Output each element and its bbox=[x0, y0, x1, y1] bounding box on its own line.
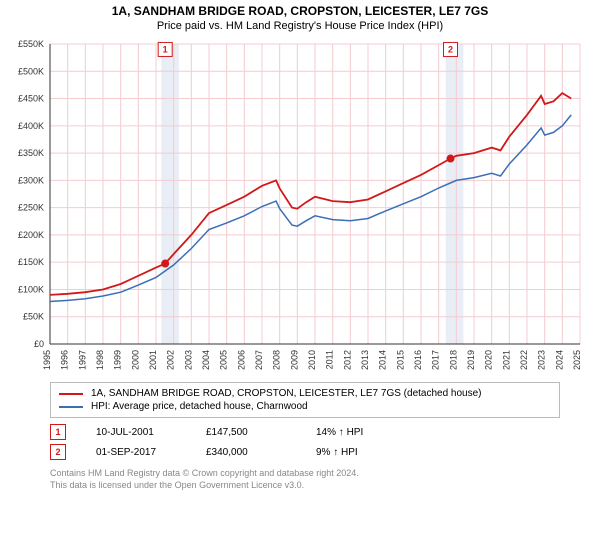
x-tick-label: 2019 bbox=[466, 350, 476, 370]
y-tick-label: £500K bbox=[18, 66, 44, 76]
x-tick-label: 2004 bbox=[201, 350, 211, 370]
price-marker-label: 1 bbox=[163, 44, 168, 54]
legend-swatch bbox=[59, 406, 83, 408]
chart-container: 1A, SANDHAM BRIDGE ROAD, CROPSTON, LEICE… bbox=[0, 0, 600, 560]
x-tick-label: 2024 bbox=[554, 350, 564, 370]
price-marker-label: 2 bbox=[448, 44, 453, 54]
x-tick-label: 2017 bbox=[431, 350, 441, 370]
x-tick-label: 2022 bbox=[519, 350, 529, 370]
x-tick-label: 2006 bbox=[236, 350, 246, 370]
x-tick-label: 2016 bbox=[413, 350, 423, 370]
marker-delta: 14% ↑ HPI bbox=[316, 427, 396, 438]
x-tick-label: 2021 bbox=[501, 350, 511, 370]
legend-label: 1A, SANDHAM BRIDGE ROAD, CROPSTON, LEICE… bbox=[91, 388, 482, 399]
legend-swatch bbox=[59, 393, 83, 395]
x-tick-label: 2009 bbox=[289, 350, 299, 370]
x-tick-label: 1995 bbox=[42, 350, 52, 370]
x-tick-label: 2012 bbox=[342, 350, 352, 370]
x-tick-label: 2008 bbox=[272, 350, 282, 370]
marker-table-row: 2 01-SEP-2017 £340,000 9% ↑ HPI bbox=[50, 442, 560, 462]
y-tick-label: £150K bbox=[18, 257, 44, 267]
x-tick-label: 2020 bbox=[484, 350, 494, 370]
x-tick-label: 2010 bbox=[307, 350, 317, 370]
footer-attribution: Contains HM Land Registry data © Crown c… bbox=[50, 468, 560, 491]
y-tick-label: £400K bbox=[18, 121, 44, 131]
marker-price: £147,500 bbox=[206, 427, 286, 438]
y-tick-label: £50K bbox=[23, 312, 44, 322]
x-tick-label: 2023 bbox=[537, 350, 547, 370]
y-tick-label: £100K bbox=[18, 284, 44, 294]
legend-label: HPI: Average price, detached house, Char… bbox=[91, 401, 308, 412]
y-tick-label: £550K bbox=[18, 39, 44, 49]
footer-line-2: This data is licensed under the Open Gov… bbox=[50, 480, 560, 492]
x-tick-label: 2001 bbox=[148, 350, 158, 370]
marker-badge: 2 bbox=[50, 444, 66, 460]
x-tick-label: 2013 bbox=[360, 350, 370, 370]
x-tick-label: 2007 bbox=[254, 350, 264, 370]
x-tick-label: 2011 bbox=[325, 350, 335, 369]
x-tick-label: 2005 bbox=[219, 350, 229, 370]
footer-line-1: Contains HM Land Registry data © Crown c… bbox=[50, 468, 560, 480]
marker-price: £340,000 bbox=[206, 447, 286, 458]
y-tick-label: £200K bbox=[18, 230, 44, 240]
x-tick-label: 2015 bbox=[395, 350, 405, 370]
marker-table: 1 10-JUL-2001 £147,500 14% ↑ HPI 2 01-SEP-201… bbox=[50, 422, 560, 462]
marker-date: 01-SEP-2017 bbox=[96, 447, 176, 458]
x-tick-label: 2018 bbox=[448, 350, 458, 370]
x-tick-label: 1998 bbox=[95, 350, 105, 370]
y-tick-label: £0 bbox=[34, 339, 44, 349]
chart-area: £0 £50K £100K £150K £200K £250K £300K £350K £400… bbox=[0, 36, 600, 376]
marker-table-row: 1 10-JUL-2001 £147,500 14% ↑ HPI bbox=[50, 422, 560, 442]
legend-row: 1A, SANDHAM BRIDGE ROAD, CROPSTON, LEICE… bbox=[59, 387, 551, 400]
marker-date: 10-JUL-2001 bbox=[96, 427, 176, 438]
line-chart-svg: £0 £50K £100K £150K £200K £250K £300K £350K £400… bbox=[0, 36, 600, 376]
shaded-band bbox=[446, 44, 464, 344]
chart-subtitle: Price paid vs. HM Land Registry's House … bbox=[0, 18, 600, 36]
y-tick-label: £250K bbox=[18, 203, 44, 213]
x-tick-label: 1997 bbox=[77, 350, 87, 370]
legend-row: HPI: Average price, detached house, Char… bbox=[59, 400, 551, 413]
price-marker-dot bbox=[447, 155, 455, 163]
marker-badge: 1 bbox=[50, 424, 66, 440]
chart-title: 1A, SANDHAM BRIDGE ROAD, CROPSTON, LEICE… bbox=[0, 0, 600, 18]
x-tick-label: 2025 bbox=[572, 350, 582, 370]
x-tick-label: 2003 bbox=[183, 350, 193, 370]
shaded-band bbox=[161, 44, 179, 344]
x-tick-label: 1999 bbox=[113, 350, 123, 370]
y-tick-label: £350K bbox=[18, 148, 44, 158]
y-tick-label: £450K bbox=[18, 94, 44, 104]
x-tick-label: 1996 bbox=[60, 350, 70, 370]
marker-delta: 9% ↑ HPI bbox=[316, 447, 396, 458]
x-tick-label: 2000 bbox=[130, 350, 140, 370]
legend: 1A, SANDHAM BRIDGE ROAD, CROPSTON, LEICE… bbox=[50, 382, 560, 418]
price-marker-dot bbox=[161, 260, 169, 268]
x-tick-label: 2014 bbox=[378, 350, 388, 370]
y-tick-label: £300K bbox=[18, 175, 44, 185]
x-tick-label: 2002 bbox=[166, 350, 176, 370]
